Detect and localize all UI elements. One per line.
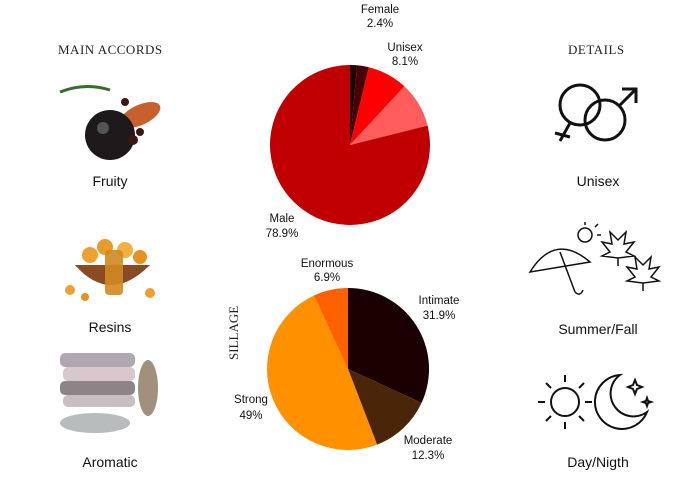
pie-charts: Female 2.4% Unisex 8.1% Male 78.9% Enorm… (234, 4, 460, 462)
pie-slice-unlabeled-0 (350, 65, 358, 145)
sillage-axis-label: SILLAGE (226, 305, 241, 360)
pie-slice-female (350, 65, 369, 145)
sillage-pie (267, 288, 429, 450)
value-intimate: 31.9% (423, 310, 456, 322)
pie-slice-male (270, 65, 430, 225)
fruit-image (59, 85, 161, 160)
resins-image (65, 239, 155, 301)
accord-label-aromatic: Aromatic (82, 454, 138, 470)
label-strong: Strong (234, 394, 268, 406)
pie-slice-unlabeled-3 (350, 86, 428, 145)
value-unisex: 8.1% (392, 56, 418, 68)
value-enormous: 6.9% (314, 272, 340, 284)
detail-label-unisex: Unisex (576, 173, 620, 189)
pie-slice-intimate (348, 288, 429, 403)
gender-symbols-icon (554, 83, 638, 142)
label-male: Male (270, 213, 295, 225)
pie-slice-enormous (314, 288, 348, 369)
detail-label-day-night: Day/Nigth (567, 454, 629, 470)
pie-slice-unisex (350, 67, 405, 145)
value-female: 2.4% (367, 18, 393, 30)
label-female: Female (361, 4, 399, 16)
pie-slice-moderate (348, 369, 422, 445)
main-accords-title: MAIN ACCORDS (58, 42, 163, 57)
sun-moon-icon (538, 373, 655, 430)
umbrella-sun-leaves-icon (528, 222, 662, 295)
value-strong: 49% (239, 410, 262, 422)
detail-label-summer-fall: Summer/Fall (558, 321, 638, 337)
yarn-image (60, 353, 158, 433)
pie-slice-strong (267, 295, 378, 450)
value-moderate: 12.3% (412, 450, 445, 462)
label-unisex: Unisex (387, 42, 422, 54)
label-intimate: Intimate (419, 295, 460, 307)
label-moderate: Moderate (404, 435, 453, 447)
label-enormous: Enormous (301, 258, 354, 270)
value-male: 78.9% (266, 228, 299, 240)
accord-label-resins: Resins (88, 319, 132, 335)
gender-pie (270, 65, 430, 225)
accord-label-fruity: Fruity (92, 173, 128, 189)
details-title: DETAILS (568, 42, 625, 57)
